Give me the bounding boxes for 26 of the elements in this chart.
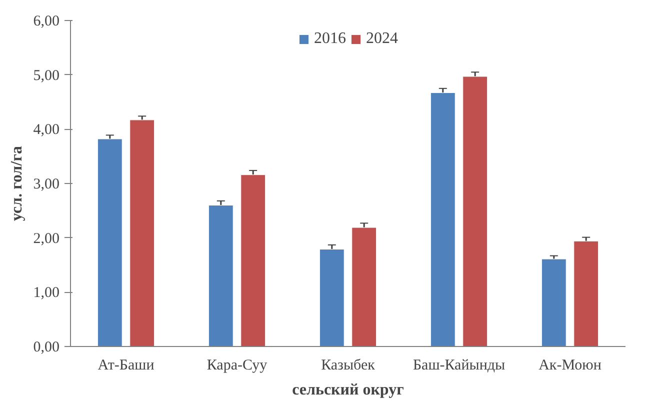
y-tick-label: 4,00: [33, 122, 60, 138]
y-tick-label: 6,00: [33, 14, 60, 30]
bar: [541, 258, 566, 346]
x-tick-label: Баш-Кайынды: [412, 358, 506, 374]
y-tick-label: 1,00: [33, 285, 60, 302]
bar: [319, 248, 344, 346]
x-tick-label: Ат-Баши: [98, 358, 154, 374]
y-tick-label: 3,00: [33, 176, 60, 192]
bar: [97, 138, 122, 346]
x-tick-label: Казыбек: [321, 358, 376, 374]
x-tick-label: Ак-Моюн: [538, 358, 602, 374]
y-tick-label: 0,00: [33, 340, 60, 356]
bar: [130, 120, 155, 346]
y-tick-label: 2,00: [33, 230, 60, 247]
bar: [430, 92, 456, 346]
bar: [352, 227, 377, 346]
bar: [208, 204, 234, 346]
bar: [574, 240, 599, 346]
legend-label: 2024: [366, 30, 398, 48]
x-axis-title: сельский округ: [292, 382, 404, 398]
bar: [462, 76, 488, 346]
bar: [240, 174, 266, 346]
y-axis-title: усл. гол/га: [8, 146, 26, 221]
y-tick-label: 5,00: [33, 68, 60, 84]
legend-label: 2016: [314, 30, 346, 48]
x-tick-label: Кара-Суу: [206, 358, 268, 374]
